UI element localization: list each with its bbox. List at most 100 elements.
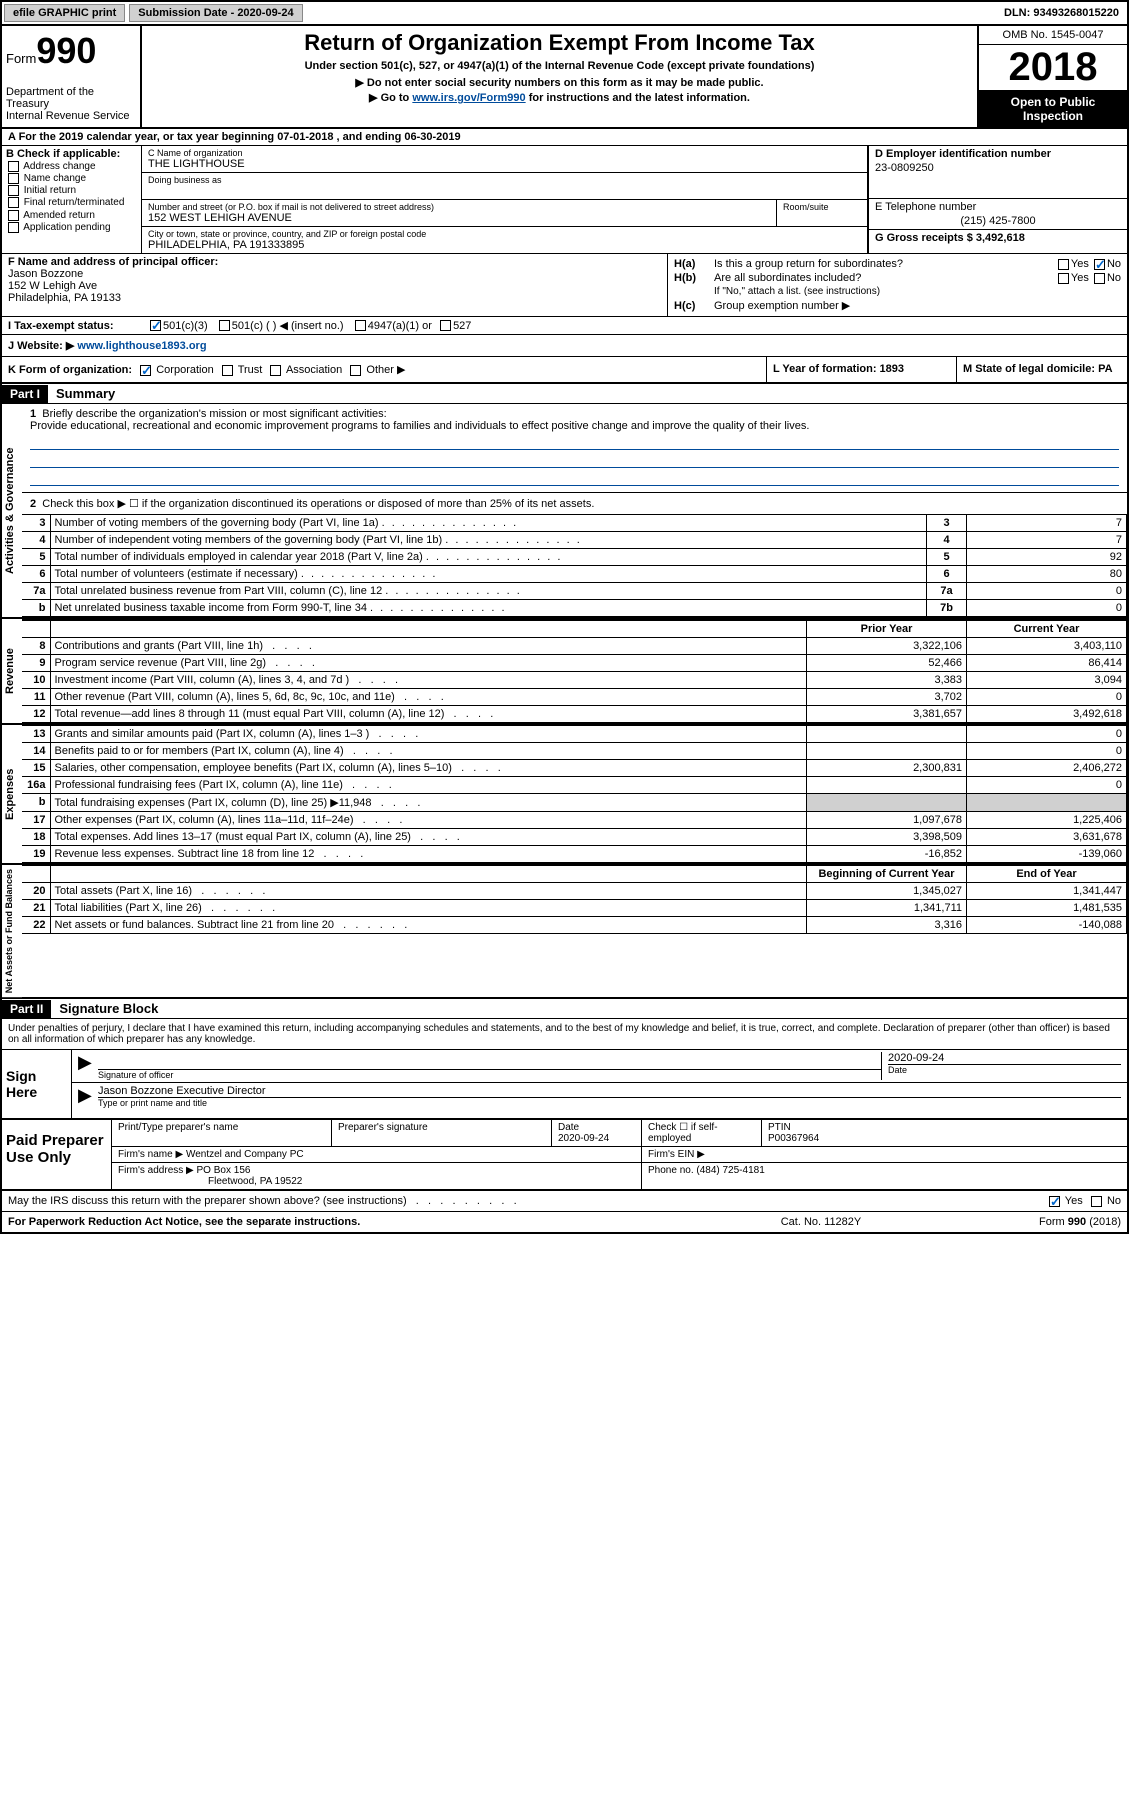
city-label: City or town, state or province, country… bbox=[148, 229, 861, 239]
cb-ha-yes[interactable] bbox=[1058, 259, 1069, 270]
section-b-checkboxes: B Check if applicable: Address change Na… bbox=[2, 146, 142, 253]
vert-netassets: Net Assets or Fund Balances bbox=[2, 865, 22, 997]
q2-num: 2 bbox=[30, 498, 36, 510]
year-formation: L Year of formation: 1893 bbox=[767, 357, 957, 382]
sig-date-label: Date bbox=[888, 1064, 1121, 1075]
tax-status-label: I Tax-exempt status: bbox=[8, 320, 148, 332]
cb-501c[interactable] bbox=[219, 320, 230, 331]
org-name-label: C Name of organization bbox=[148, 148, 861, 158]
hc-question: Group exemption number ▶ bbox=[714, 299, 1121, 312]
cb-name-change[interactable] bbox=[8, 173, 19, 184]
q2-text: Check this box ▶ ☐ if the organization d… bbox=[42, 498, 594, 510]
hb-note: If "No," attach a list. (see instruction… bbox=[674, 286, 1121, 297]
cb-hb-yes[interactable] bbox=[1058, 273, 1069, 284]
cb-ha-no[interactable] bbox=[1094, 259, 1105, 270]
cb-association[interactable] bbox=[270, 365, 281, 376]
phone-value: (215) 425-7800 bbox=[875, 215, 1121, 227]
sig-date-value: 2020-09-24 bbox=[888, 1052, 1121, 1064]
cb-discuss-no[interactable] bbox=[1091, 1196, 1102, 1207]
form-title: Return of Organization Exempt From Incom… bbox=[150, 30, 969, 56]
ein-label: D Employer identification number bbox=[875, 148, 1121, 160]
state-domicile: M State of legal domicile: PA bbox=[957, 357, 1127, 382]
omb-number: OMB No. 1545-0047 bbox=[979, 26, 1127, 45]
cb-hb-no[interactable] bbox=[1094, 273, 1105, 284]
room-label: Room/suite bbox=[783, 202, 861, 212]
paid-preparer-label: Paid Preparer Use Only bbox=[2, 1120, 112, 1189]
ha-label: H(a) bbox=[674, 258, 714, 270]
firm-name: Wentzel and Company PC bbox=[186, 1149, 304, 1160]
form-org-label: K Form of organization: bbox=[8, 364, 132, 376]
cb-address-change[interactable] bbox=[8, 161, 19, 172]
hc-label: H(c) bbox=[674, 300, 714, 312]
part1-title: Summary bbox=[48, 384, 123, 403]
revenue-table: Prior YearCurrent Year8Contributions and… bbox=[22, 619, 1127, 723]
website-link[interactable]: www.lighthouse1893.org bbox=[77, 340, 206, 352]
part2-header: Part II bbox=[2, 1000, 51, 1018]
sign-arrow-icon: ▶ bbox=[78, 1052, 98, 1080]
netassets-table: Beginning of Current YearEnd of Year20To… bbox=[22, 865, 1127, 934]
prep-sig-label: Preparer's signature bbox=[332, 1120, 552, 1146]
cb-corporation[interactable] bbox=[140, 365, 151, 376]
perjury-text: Under penalties of perjury, I declare th… bbox=[2, 1019, 1127, 1050]
dba-label: Doing business as bbox=[148, 175, 861, 185]
vert-governance: Activities & Governance bbox=[2, 404, 22, 617]
firm-ein-label: Firm's EIN ▶ bbox=[642, 1147, 1127, 1162]
dln-label: DLN: 93493268015220 bbox=[1004, 7, 1127, 19]
discuss-question: May the IRS discuss this return with the… bbox=[8, 1195, 1047, 1207]
q1-text: Briefly describe the organization's miss… bbox=[42, 408, 386, 420]
phone-label: E Telephone number bbox=[875, 201, 1121, 213]
cb-trust[interactable] bbox=[222, 365, 233, 376]
paperwork-notice: For Paperwork Reduction Act Notice, see … bbox=[8, 1216, 721, 1228]
governance-table: 3Number of voting members of the governi… bbox=[22, 514, 1127, 617]
ein-value: 23-0809250 bbox=[875, 162, 1121, 174]
irs-link[interactable]: www.irs.gov/Form990 bbox=[412, 92, 525, 104]
hb-label: H(b) bbox=[674, 272, 714, 284]
address-label: Number and street (or P.O. box if mail i… bbox=[148, 202, 770, 212]
officer-name-title: Jason Bozzone Executive Director bbox=[98, 1085, 1121, 1098]
top-toolbar: efile GRAPHIC print Submission Date - 20… bbox=[2, 2, 1127, 26]
form-footer: Form 990 (2018) bbox=[921, 1216, 1121, 1228]
cb-application-pending[interactable] bbox=[8, 222, 19, 233]
row-a-tax-year: A For the 2019 calendar year, or tax yea… bbox=[2, 129, 1127, 146]
ptin-value: P00367964 bbox=[768, 1133, 1121, 1144]
form-number: 990 bbox=[36, 30, 96, 71]
prep-name-label: Print/Type preparer's name bbox=[112, 1120, 332, 1146]
firm-phone: Phone no. (484) 725-4181 bbox=[642, 1163, 1127, 1189]
sig-officer-label: Signature of officer bbox=[98, 1070, 881, 1080]
org-name: THE LIGHTHOUSE bbox=[148, 158, 861, 170]
cb-amended-return[interactable] bbox=[8, 210, 19, 221]
cb-4947[interactable] bbox=[355, 320, 366, 331]
open-public-label: Open to Public Inspection bbox=[979, 91, 1127, 127]
gross-receipts: G Gross receipts $ 3,492,618 bbox=[875, 232, 1121, 244]
expenses-table: 13Grants and similar amounts paid (Part … bbox=[22, 725, 1127, 863]
cb-initial-return[interactable] bbox=[8, 185, 19, 196]
tax-year: 2018 bbox=[979, 45, 1127, 91]
part1-header: Part I bbox=[2, 385, 48, 403]
department-label: Department of the Treasury Internal Reve… bbox=[6, 86, 136, 122]
form-header: Form990 Department of the Treasury Inter… bbox=[2, 26, 1127, 129]
submission-date-button[interactable]: Submission Date - 2020-09-24 bbox=[129, 4, 302, 22]
cb-discuss-yes[interactable] bbox=[1049, 1196, 1060, 1207]
cb-527[interactable] bbox=[440, 320, 451, 331]
firm-addr1: PO Box 156 bbox=[197, 1165, 251, 1176]
cb-final-return[interactable] bbox=[8, 197, 19, 208]
address-value: 152 WEST LEHIGH AVENUE bbox=[148, 212, 770, 224]
hb-question: Are all subordinates included? bbox=[714, 272, 1056, 284]
instruction-2: ▶ Go to www.irs.gov/Form990 for instruct… bbox=[150, 91, 969, 104]
ha-question: Is this a group return for subordinates? bbox=[714, 258, 1056, 270]
sign-here-label: Sign Here bbox=[2, 1050, 72, 1118]
mission-text: Provide educational, recreational and ec… bbox=[30, 420, 1119, 432]
officer-name: Jason Bozzone bbox=[8, 268, 661, 280]
vert-revenue: Revenue bbox=[2, 619, 22, 723]
cat-number: Cat. No. 11282Y bbox=[721, 1216, 921, 1228]
cb-other[interactable] bbox=[350, 365, 361, 376]
instruction-1: ▶ Do not enter social security numbers o… bbox=[150, 76, 969, 89]
form-subtitle: Under section 501(c), 527, or 4947(a)(1)… bbox=[150, 60, 969, 72]
part2-title: Signature Block bbox=[51, 999, 166, 1018]
q1-num: 1 bbox=[30, 408, 36, 420]
city-value: PHILADELPHIA, PA 191333895 bbox=[148, 239, 861, 251]
efile-print-button[interactable]: efile GRAPHIC print bbox=[4, 4, 125, 22]
website-label: J Website: ▶ bbox=[8, 340, 77, 352]
cb-501c3[interactable] bbox=[150, 320, 161, 331]
check-self-employed: Check ☐ if self-employed bbox=[642, 1120, 762, 1146]
